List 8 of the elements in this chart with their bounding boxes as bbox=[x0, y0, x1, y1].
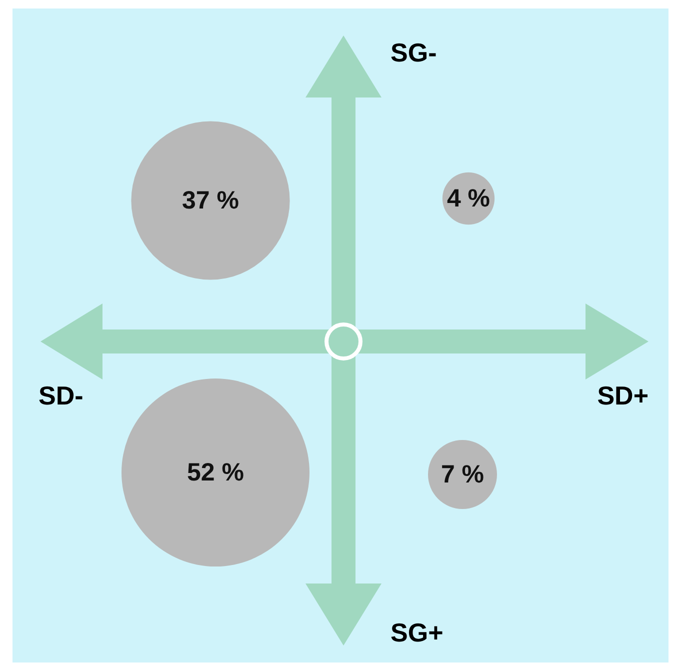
text: SD- bbox=[38, 380, 84, 410]
text: SG- bbox=[390, 38, 437, 68]
data-label: 4 % bbox=[446, 184, 490, 212]
data-label: 52 % bbox=[187, 458, 244, 486]
text: SG+ bbox=[390, 618, 444, 648]
data-label: 7 % bbox=[440, 460, 484, 488]
data-label: 37 % bbox=[182, 186, 239, 214]
text: SD+ bbox=[597, 380, 649, 410]
